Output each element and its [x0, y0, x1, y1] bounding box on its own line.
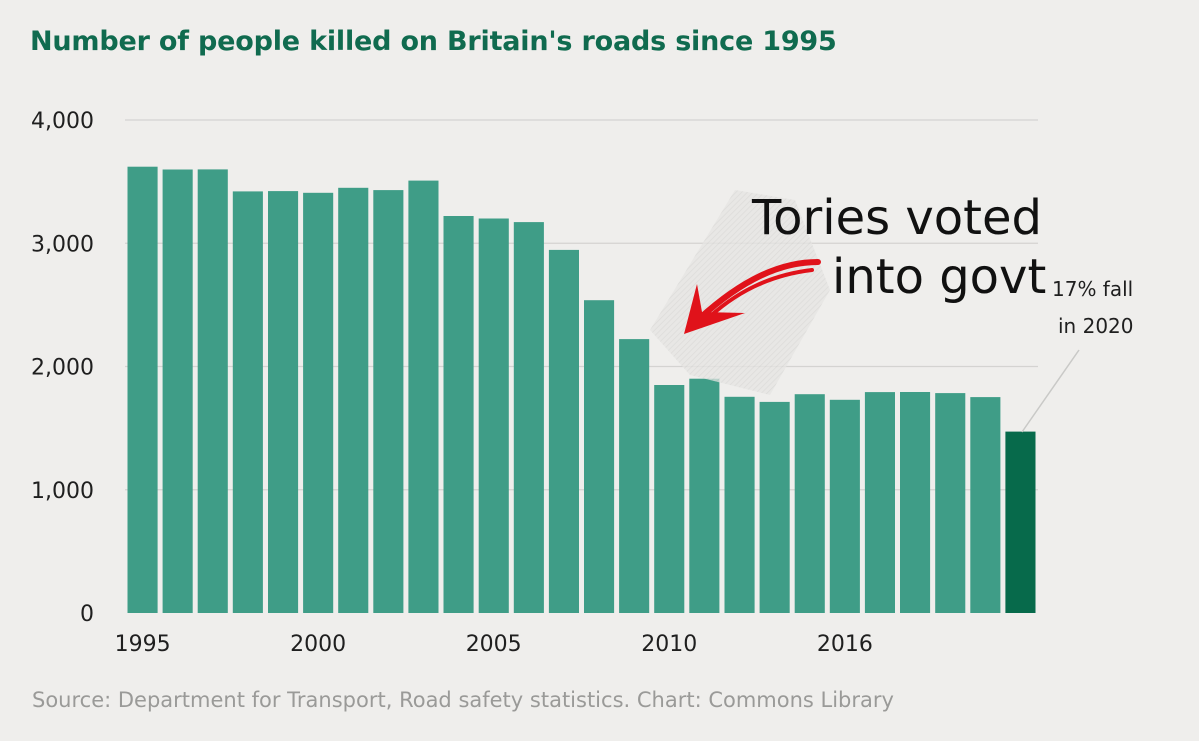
- bar-2007: [548, 249, 579, 613]
- y-tick-label: 4,000: [31, 109, 94, 134]
- bar-2015: [829, 399, 860, 613]
- bar-2012: [724, 396, 755, 613]
- bar-1997: [197, 169, 228, 613]
- bar-2003: [408, 180, 439, 613]
- x-tick-label: 2010: [641, 632, 697, 657]
- x-tick-label: 2005: [466, 632, 522, 657]
- annotation-fall-line2: in 2020: [1058, 314, 1134, 338]
- annotation-arrow: [684, 259, 821, 334]
- y-tick-label: 2,000: [31, 356, 94, 381]
- bar-2014: [794, 394, 825, 613]
- y-tick-label: 3,000: [31, 232, 94, 257]
- bar-1995: [127, 166, 158, 613]
- chart-title: Number of people killed on Britain's roa…: [30, 26, 837, 57]
- y-axis-tick-labels: 0 1,000 2,000 3,000 4,000: [31, 109, 94, 627]
- bar-2001: [338, 187, 369, 614]
- bar-2018: [935, 393, 966, 613]
- x-tick-label: 1995: [115, 632, 171, 657]
- annotation-tories-line1: Tories voted: [751, 190, 1042, 246]
- bar-1996: [162, 169, 193, 613]
- bar-1999: [268, 191, 299, 613]
- bar-2011: [689, 378, 720, 613]
- bar-2016: [864, 392, 895, 613]
- bar-2017: [900, 392, 931, 613]
- y-tick-label: 0: [80, 602, 94, 627]
- bar-2010: [654, 385, 685, 613]
- annotation-tories-line2: into govt: [832, 249, 1046, 305]
- bar-2020: [1005, 431, 1036, 613]
- bar-2009: [619, 339, 650, 613]
- x-tick-label: 2016: [817, 632, 873, 657]
- bar-2005: [478, 218, 509, 613]
- x-tick-label: 2000: [290, 632, 346, 657]
- bar-2019: [970, 397, 1001, 613]
- bar-2004: [443, 216, 474, 613]
- bar-2008: [584, 300, 615, 613]
- annotation-fall-line1: 17% fall: [1052, 277, 1133, 301]
- bar-2000: [303, 192, 334, 614]
- source-note: Source: Department for Transport, Road s…: [32, 688, 894, 712]
- x-axis-tick-labels: 1995 2000 2005 2010 2016: [115, 632, 873, 657]
- bars: [127, 166, 1036, 614]
- bar-2013: [759, 401, 790, 613]
- bar-1998: [232, 191, 263, 613]
- y-tick-label: 1,000: [31, 479, 94, 504]
- bar-2002: [373, 190, 404, 613]
- bar-2006: [513, 222, 544, 613]
- annotation-fall-leader: [1021, 349, 1080, 433]
